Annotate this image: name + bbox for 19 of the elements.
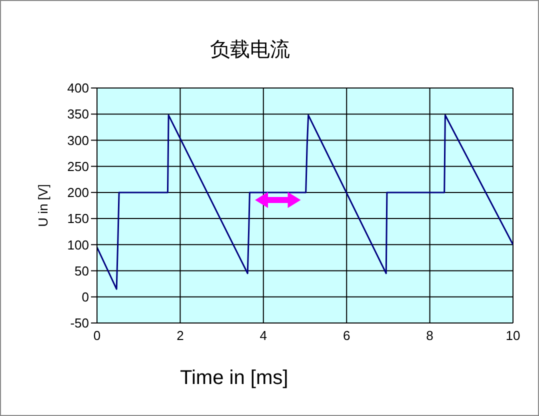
y-tick-label: 350 [67,106,89,122]
y-axis-title: U in [V] [36,184,51,227]
y-tick-label: -50 [70,316,89,331]
y-tick-label: 400 [67,80,89,96]
x-tick-label: 6 [342,328,350,344]
x-tick-label: 0 [93,328,101,344]
y-tick-label: 100 [67,237,89,252]
y-tick-label: 50 [74,263,89,278]
x-tick-label: 4 [260,328,268,344]
y-tick-label: 200 [67,185,89,200]
x-tick-label: 10 [506,328,520,344]
x-axis-title: Time in [ms] [180,367,288,390]
y-tick-label: 150 [67,211,89,226]
x-tick-label: 2 [176,328,184,344]
y-tick-label: 250 [67,158,89,174]
chart-title: 负载电流 [210,36,290,63]
x-tick-label: 8 [426,328,434,344]
y-tick-label: 0 [82,290,89,305]
y-tick-label: 300 [67,132,89,148]
